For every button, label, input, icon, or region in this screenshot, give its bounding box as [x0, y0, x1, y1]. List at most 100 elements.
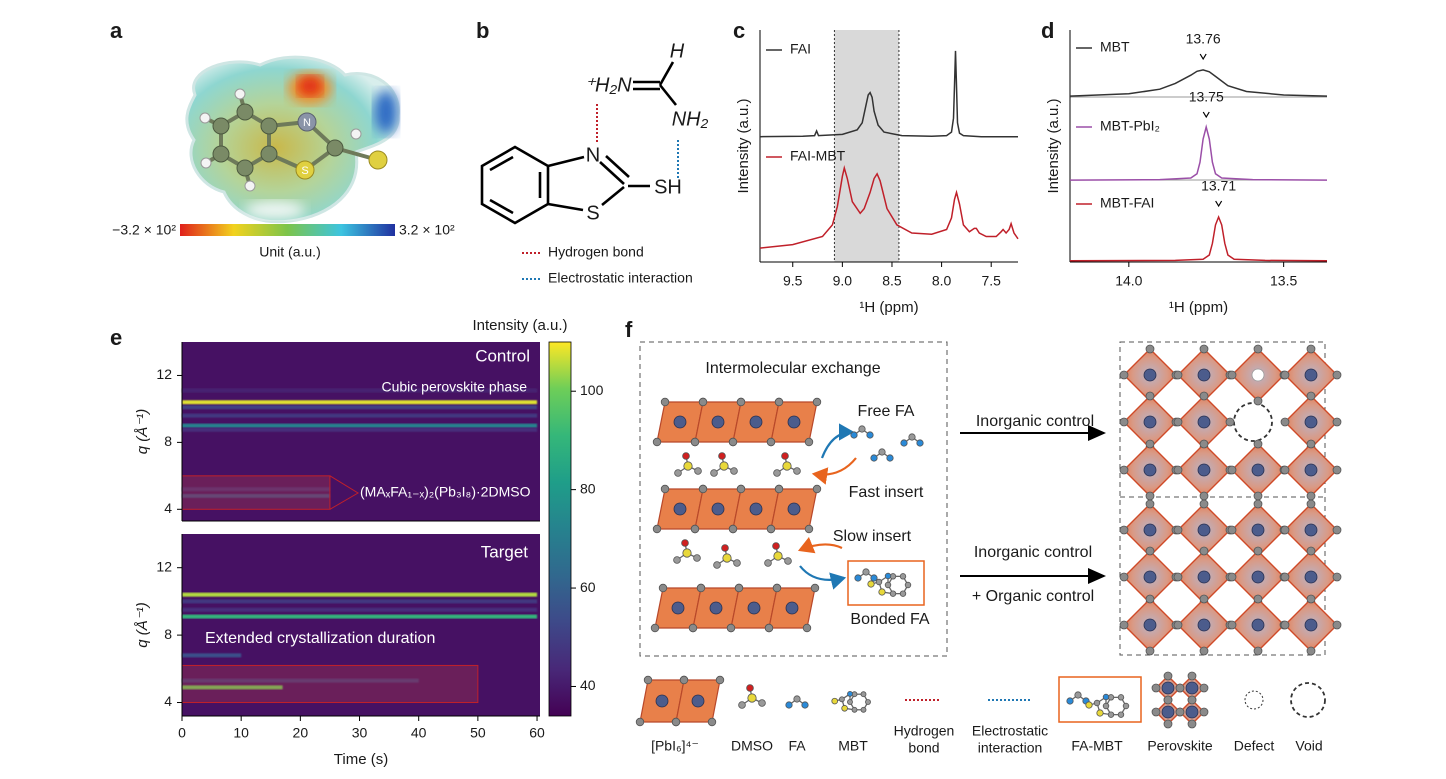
- atom: [1306, 546, 1316, 556]
- atom: [1306, 499, 1316, 509]
- colorbar-max: 3.2 × 10²: [399, 222, 455, 238]
- peak-arrow: [1215, 200, 1223, 208]
- atom: [698, 484, 708, 494]
- x-tick-label: 7.5: [981, 273, 1001, 289]
- atom: [1173, 465, 1183, 475]
- panel-title: Control: [475, 346, 530, 365]
- y-tick-label: 4: [164, 693, 172, 709]
- x-tick-label: 30: [352, 725, 368, 741]
- atom: [1332, 525, 1342, 535]
- legend-label: interaction: [978, 740, 1043, 756]
- atom: [1096, 709, 1104, 717]
- atom: [1199, 594, 1209, 604]
- atom: [1187, 719, 1197, 729]
- atom: [726, 623, 736, 633]
- atom: [671, 601, 685, 615]
- atom: [691, 694, 705, 708]
- atom: [682, 452, 690, 460]
- atom: [870, 574, 878, 582]
- atom: [758, 699, 766, 707]
- spectrum: [759, 165, 1019, 249]
- atom: [652, 437, 662, 447]
- atom-label: H: [670, 40, 685, 62]
- atom: [764, 559, 772, 567]
- atom: [1145, 499, 1155, 509]
- colorbar-tick-label: 60: [580, 579, 596, 595]
- atom: [736, 397, 746, 407]
- atom: [1227, 370, 1237, 380]
- heatmap-band: [182, 487, 330, 492]
- atom: [749, 502, 763, 516]
- atom: [884, 581, 892, 589]
- atom: [1143, 415, 1157, 429]
- atom: [847, 690, 853, 697]
- atom: [838, 696, 845, 703]
- atom: [1332, 370, 1342, 380]
- atom: [710, 469, 718, 477]
- x-tick-label: 0: [178, 725, 186, 741]
- atom: [1143, 570, 1157, 584]
- arrow: [799, 565, 847, 590]
- frame-title: Intermolecular exchange: [705, 360, 880, 377]
- atom: [1102, 702, 1110, 710]
- atom: [900, 439, 908, 447]
- atom: [715, 675, 725, 685]
- atom: [1197, 523, 1211, 537]
- legend-label: MBT: [1100, 39, 1130, 55]
- legend-label: MBT-PbI₂: [1100, 118, 1160, 134]
- atom: [875, 578, 883, 586]
- atom: [1227, 465, 1237, 475]
- atom: [1197, 415, 1211, 429]
- atom: [1199, 683, 1209, 693]
- atom: [804, 437, 814, 447]
- atom: [851, 706, 858, 713]
- atom: [884, 572, 892, 580]
- atom: [785, 701, 793, 709]
- atom: [899, 590, 907, 597]
- annotation: (MAₓFA₁₋ₓ)₂(Pb₃I₈)·2DMSO: [360, 484, 531, 500]
- heatmap-band: [182, 388, 538, 393]
- legend-label: Electrostatic: [972, 723, 1048, 739]
- atom: [1122, 702, 1130, 710]
- atom: [1251, 570, 1265, 584]
- atom: [804, 524, 814, 534]
- legend-label: MBT-FAI: [1100, 195, 1154, 211]
- atom: [658, 583, 668, 593]
- x-tick-label: 20: [293, 725, 309, 741]
- atom: [1253, 546, 1263, 556]
- x-tick-label: 13.5: [1270, 273, 1297, 289]
- atom: [1253, 499, 1263, 509]
- atom: [772, 542, 780, 550]
- y-axis-label: Intensity (a.u.): [735, 98, 752, 193]
- process-label: Slow insert: [833, 528, 912, 545]
- atom: [860, 691, 867, 698]
- atom: [1253, 491, 1263, 501]
- panel-label: f: [625, 317, 633, 342]
- atom: [866, 431, 874, 439]
- atom: [1187, 671, 1197, 681]
- process-label: Bonded FA: [850, 611, 930, 628]
- y-axis-label: q (Å⁻¹): [134, 602, 151, 647]
- colorbar: [180, 224, 395, 236]
- atom: [1151, 683, 1161, 693]
- arrow: [797, 536, 843, 554]
- atom: [782, 461, 792, 471]
- atom: [774, 484, 784, 494]
- y-tick-label: 4: [164, 500, 172, 516]
- heatmap-band: [182, 427, 538, 432]
- atom: [793, 695, 801, 703]
- atom: [1143, 368, 1157, 382]
- atom: [787, 415, 801, 429]
- colorbar-tick-label: 80: [580, 480, 596, 496]
- atom: [722, 553, 732, 563]
- atom: [1304, 618, 1318, 632]
- atom: [1280, 525, 1290, 535]
- atom: [1161, 705, 1175, 719]
- atom: [908, 433, 916, 441]
- heatmap-band: [182, 592, 538, 597]
- legend-label: Electrostatic interaction: [548, 270, 693, 286]
- y-tick-label: 12: [156, 558, 172, 574]
- arrow-label: Inorganic control: [976, 413, 1094, 430]
- atom: [1066, 697, 1074, 705]
